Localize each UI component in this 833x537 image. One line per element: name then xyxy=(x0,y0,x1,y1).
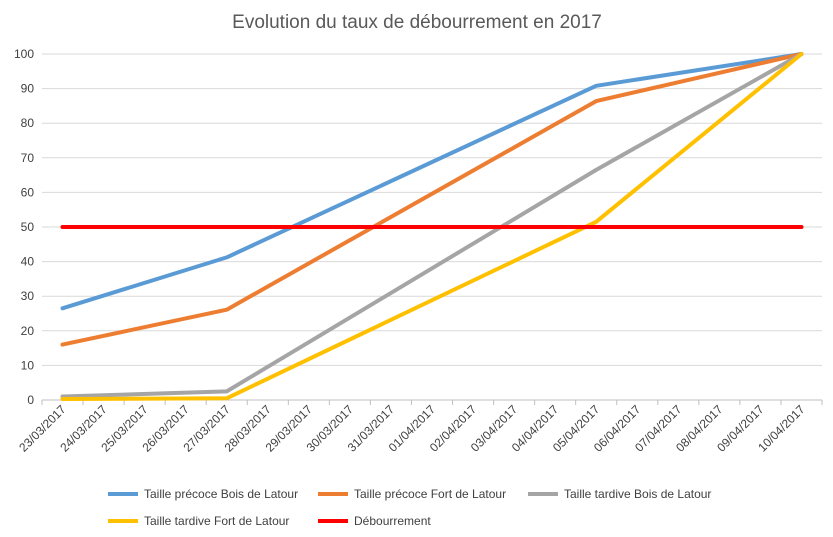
y-tick-label: 30 xyxy=(21,289,35,303)
y-tick-label: 100 xyxy=(14,47,34,61)
chart-title: Evolution du taux de débourrement en 201… xyxy=(232,12,602,33)
y-tick-label: 90 xyxy=(21,82,35,96)
legend-label: Taille précoce Fort de Latour xyxy=(354,487,506,501)
gridlines xyxy=(42,53,822,366)
y-tick-label: 10 xyxy=(21,358,35,372)
legend: Taille précoce Bois de Latour Taille préc… xyxy=(108,487,711,528)
legend-label: Taille tardive Fort de Latour xyxy=(144,514,289,528)
series-line-1 xyxy=(60,52,804,347)
series-line-2 xyxy=(60,52,804,399)
series-line-0 xyxy=(60,52,804,311)
y-tick-label: 50 xyxy=(21,220,35,234)
y-tick-label: 40 xyxy=(21,255,35,269)
legend-label: Taille précoce Bois de Latour xyxy=(144,487,298,501)
y-tick-label: 80 xyxy=(21,116,35,130)
legend-label: Débourrement xyxy=(354,514,431,528)
y-tick-label: 60 xyxy=(21,185,35,199)
y-tick-label: 0 xyxy=(27,393,34,407)
legend-label: Taille tardive Bois de Latour xyxy=(564,487,711,501)
series-lines xyxy=(60,52,804,401)
series-line-3 xyxy=(60,52,804,401)
y-tick-label: 20 xyxy=(21,324,35,338)
y-tick-label: 70 xyxy=(21,151,35,165)
